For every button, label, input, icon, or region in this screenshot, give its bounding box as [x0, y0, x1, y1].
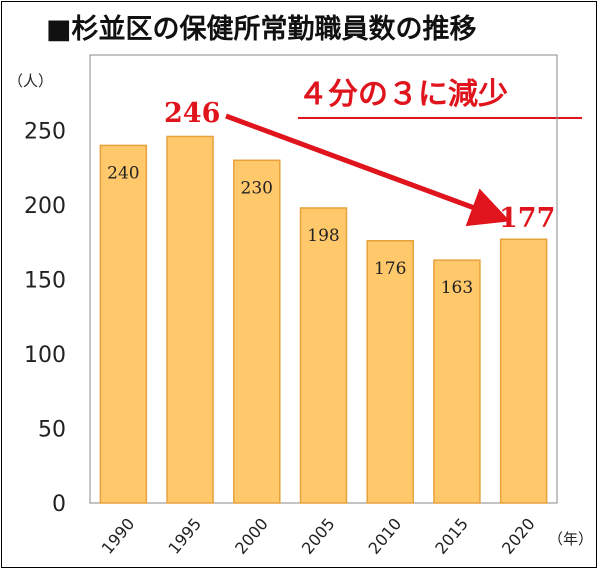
bar-2005: [299, 207, 348, 504]
y-tick-label: 50: [38, 418, 66, 443]
y-axis: 0 50 100 150 200 250: [24, 120, 66, 518]
bar-2020: [499, 238, 548, 504]
x-tick-label: 1995: [164, 514, 205, 557]
highlight-end-label: 177: [499, 203, 555, 234]
y-tick-label: 200: [24, 194, 66, 219]
data-label: 230: [241, 178, 273, 198]
chart-title: ■杉並区の保健所常勤職員数の推移: [46, 14, 477, 45]
highlight-start-label: 246: [164, 98, 220, 129]
callout-text: ４分の３に減少: [298, 77, 508, 112]
bar-2000: [233, 159, 281, 504]
bar-2010: [366, 240, 414, 504]
bar-2015: [433, 259, 481, 504]
y-unit-label: （人）: [8, 72, 53, 90]
x-tick-label: 2010: [365, 514, 406, 557]
x-tick-label: 2015: [431, 514, 472, 557]
x-unit-label: （年）: [548, 530, 593, 548]
y-tick-label: 250: [24, 120, 66, 145]
data-label: 163: [441, 278, 473, 298]
bar-1990: [99, 144, 148, 504]
y-tick-label: 0: [52, 492, 66, 517]
y-tick-label: 150: [24, 269, 66, 294]
x-tick-label: 1990: [98, 514, 139, 557]
data-label: 198: [307, 226, 339, 246]
x-axis: 1990 1995 2000 2005 2010 2015 2020: [98, 514, 539, 557]
x-tick-label: 2000: [231, 514, 272, 557]
data-label: 240: [107, 163, 139, 183]
x-tick-label: 2005: [298, 514, 339, 557]
y-tick-label: 100: [24, 343, 66, 368]
bar-1995: [166, 135, 214, 504]
x-tick-label: 2020: [498, 514, 539, 557]
data-label: 176: [374, 259, 406, 279]
decline-arrow: [225, 113, 511, 227]
bars-group: 240 230 198 176 163: [99, 135, 548, 504]
